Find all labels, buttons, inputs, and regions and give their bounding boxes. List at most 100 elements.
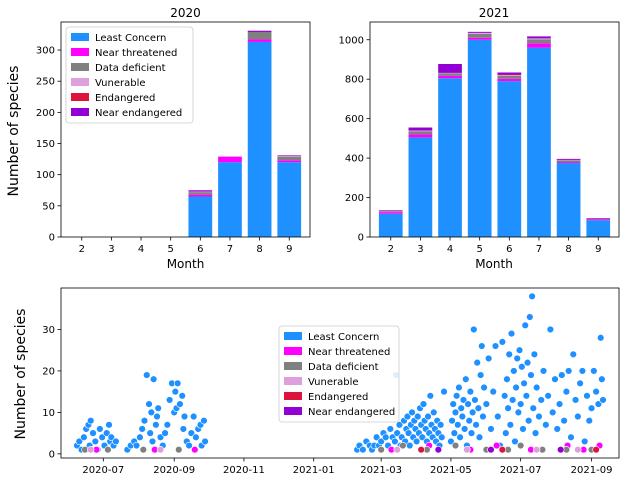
chart-2020-bar [188,191,213,193]
chart-2021-bar [497,74,522,76]
scatter-point [569,350,577,359]
scatter-point [590,367,598,375]
chart-2021-bar [586,218,611,220]
scatter-point [146,429,154,437]
scatter-point [372,433,381,441]
scatter-point [89,429,97,437]
scatter-point [377,446,385,454]
scatter-point [476,371,485,379]
scatter-point [393,446,401,454]
chart-2021-bar [527,47,551,238]
scatter-point [556,446,565,454]
chart-2021-xtick-label: 5 [476,244,482,255]
scatter-point [512,383,520,392]
scatter-point [148,437,157,446]
scatter-point [587,404,596,412]
chart-scatter-legend-swatch [284,392,302,400]
scatter-point [598,375,606,383]
chart-scatter-xtick-label: 2021-03 [360,465,402,476]
chart-2020-xlabel: Month [167,257,205,271]
scatter-point [480,383,488,392]
scatter-point [578,367,587,375]
chart-scatter-legend-box [278,325,400,423]
chart-2021-bar [497,75,522,79]
scatter-point [448,416,456,425]
scatter-point [524,416,533,425]
scatter-point [408,408,416,417]
scatter-point [511,437,519,446]
scatter-point [520,379,528,388]
scatter-point [473,358,481,367]
scatter-point [492,441,501,450]
chart-2020-ytick-label: 100 [36,170,55,181]
scatter-point [500,392,509,400]
scatter-point [424,412,432,421]
chart-2021-ytick-label: 800 [345,75,364,86]
scatter-point [474,404,483,412]
scatter-point [562,387,571,396]
chart-2020: 2020 Month 0 50 100 150 200 250 300 2 3 4 5 6 7 8 9 Le… [36,6,311,271]
chart-2020-bar [247,41,272,237]
chart-2021-bar [467,33,492,38]
chart-2021-bar [438,75,462,79]
chart-2020-bar [277,162,302,237]
scatter-point [571,396,580,404]
chart-2020-legend-box [65,26,194,124]
chart-2020-bar [277,160,302,163]
chart-2021-title: 2021 [479,6,510,20]
scatter-point [417,446,425,454]
scatter-point [75,437,83,446]
scatter-point [594,400,603,408]
chart-2021-bar [438,72,462,74]
scatter-point [112,437,120,446]
scatter-point [506,421,515,429]
scatter-point [592,446,600,454]
chart-2020-ytick-label: 150 [36,139,55,150]
chart-2020-bar [188,194,213,197]
chart-2021-ytick-label: 1000 [339,35,364,46]
scatter-point [175,446,183,454]
chart-2021-bar [527,39,551,44]
chart-2021-bar [586,220,611,237]
scatter-point [531,429,540,437]
chart-2020-xtick-label: 7 [227,244,233,255]
chart-2021-bar [586,218,611,219]
scatter-point [430,408,438,417]
chart-2021-bar [408,131,433,135]
scatter-point [519,425,527,433]
chart-2021-bar [467,31,492,33]
scatter-point [156,433,165,441]
scatter-point [472,421,480,429]
scatter-point [436,421,445,429]
scatter-point [535,412,543,421]
chart-2021-bar [408,137,433,237]
scatter-point [491,342,500,350]
scatter-point [403,412,412,421]
chart-2021-bar [438,73,462,76]
chart-2021-bar [556,162,581,164]
scatter-point [463,446,471,454]
chart-2021-xtick-label: 8 [565,244,571,255]
chart-scatter-xtick-label: 2020-11 [223,465,265,476]
scatter-point [104,446,112,454]
scatter-point [382,433,390,441]
scatter-point [498,446,507,454]
chart-2021-bar [556,163,581,237]
scatter-point [418,433,427,441]
scatter-point [393,429,401,437]
chart-2021-bar [556,160,581,163]
scatter-point [505,350,513,359]
scatter-point [103,429,111,437]
chart-2020-xtick-label: 3 [108,244,114,255]
chart-2020-xtick-label: 5 [167,244,173,255]
scatter-point [173,379,182,388]
scatter-point [487,425,495,433]
scatter-point [440,387,448,396]
scatter-point [447,437,455,446]
scatter-point [145,400,153,408]
scatter-point [599,396,607,404]
chart-2020-xtick-label: 8 [256,244,262,255]
scatter-point [419,400,428,408]
scatter-point [399,441,407,450]
scatter-point [140,416,149,425]
